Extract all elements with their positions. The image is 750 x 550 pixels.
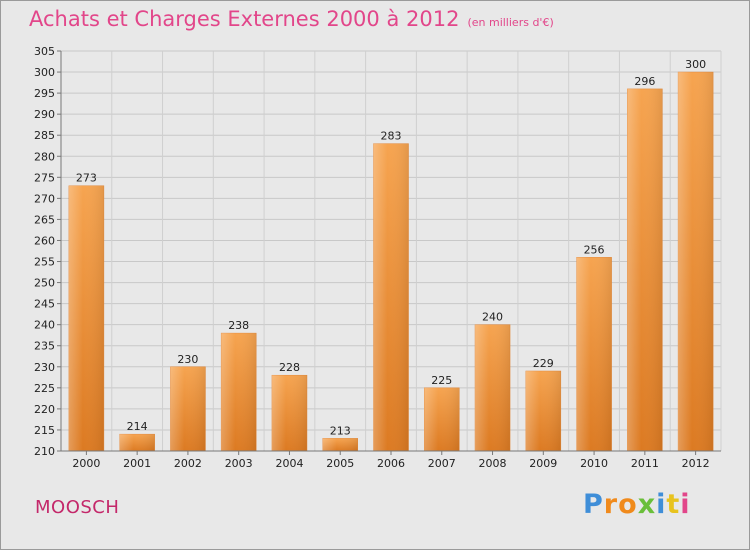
bar-value-label-2000: 273 xyxy=(76,172,97,185)
x-tick-label-2002: 2002 xyxy=(174,457,202,470)
y-tick-label-270: 270 xyxy=(34,192,55,205)
x-axis: 2000 2001 2002 2003 2004 2005 2006 2007 2008 2009… xyxy=(61,450,721,470)
logo-letter: r xyxy=(603,489,619,520)
x-tick-label-2009: 2009 xyxy=(529,457,557,470)
y-tick-label-285: 285 xyxy=(34,129,55,142)
bar-value-label-2007: 225 xyxy=(431,374,452,387)
x-tick-label-2011: 2011 xyxy=(631,457,659,470)
bar-shade-2006 xyxy=(373,143,409,451)
y-tick-label-280: 280 xyxy=(34,150,55,163)
y-tick-label-215: 215 xyxy=(34,424,55,437)
y-tick-label-300: 300 xyxy=(34,66,55,79)
logo-letter: P xyxy=(583,489,604,520)
proxiti-logo: Proxiti xyxy=(583,489,691,520)
logo-letter: o xyxy=(618,489,638,520)
y-tick-label-235: 235 xyxy=(34,340,55,353)
bar-shade-2002 xyxy=(170,366,206,451)
bar-shade-2005 xyxy=(322,438,358,451)
y-tick-label-295: 295 xyxy=(34,87,55,100)
x-tick-label-2010: 2010 xyxy=(580,457,608,470)
bar-value-label-2009: 229 xyxy=(533,357,554,370)
y-tick-label-210: 210 xyxy=(34,445,55,458)
x-tick-label-2000: 2000 xyxy=(72,457,100,470)
bar-shade-2003 xyxy=(221,333,257,451)
chart-title: Achats et Charges Externes 2000 à 2012 (e… xyxy=(29,7,554,31)
location-name: MOOSCH xyxy=(35,497,120,518)
bar-shade-2007 xyxy=(424,387,460,451)
x-tick-label-2008: 2008 xyxy=(479,457,507,470)
y-tick-label-275: 275 xyxy=(34,171,55,184)
y-tick-label-260: 260 xyxy=(34,234,55,247)
y-tick-label-255: 255 xyxy=(34,256,55,269)
y-tick-label-240: 240 xyxy=(34,319,55,332)
y-tick-label-230: 230 xyxy=(34,361,55,374)
y-tick-label-290: 290 xyxy=(34,108,55,121)
bar-shade-2011 xyxy=(627,88,663,451)
bar-value-label-2004: 228 xyxy=(279,361,300,374)
y-tick-label-245: 245 xyxy=(34,298,55,311)
bar-shade-2008 xyxy=(475,324,511,451)
bar-value-label-2008: 240 xyxy=(482,311,503,324)
y-tick-label-305: 305 xyxy=(34,45,55,58)
bar-value-label-2002: 230 xyxy=(177,353,198,366)
x-tick-label-2004: 2004 xyxy=(275,457,303,470)
logo-letter: i xyxy=(656,489,667,520)
bar-shade-2001 xyxy=(119,434,155,451)
bar-value-label-2010: 256 xyxy=(584,243,605,256)
logo-letter: i xyxy=(680,489,691,520)
bar-value-label-2011: 296 xyxy=(634,75,655,88)
y-tick-label-225: 225 xyxy=(34,382,55,395)
x-tick-label-2007: 2007 xyxy=(428,457,456,470)
x-tick-label-2012: 2012 xyxy=(682,457,710,470)
bar-value-label-2003: 238 xyxy=(228,319,249,332)
chart-title-text: Achats et Charges Externes 2000 à 2012 xyxy=(29,7,460,31)
x-tick-label-2001: 2001 xyxy=(123,457,151,470)
bar-value-label-2001: 214 xyxy=(127,420,148,433)
y-axis: 210 215 220 225 230 235 240 245 250 255 260 265 270 2… xyxy=(34,45,62,458)
bar-shade-2004 xyxy=(271,375,307,451)
y-tick-label-220: 220 xyxy=(34,403,55,416)
y-tick-label-250: 250 xyxy=(34,277,55,290)
bar-value-label-2012: 300 xyxy=(685,58,706,71)
bar-shade-2000 xyxy=(68,185,104,451)
bar-shade-2009 xyxy=(525,371,561,451)
x-tick-label-2003: 2003 xyxy=(225,457,253,470)
bar-shade-2010 xyxy=(576,257,612,451)
logo-letter: x xyxy=(637,489,657,520)
logo-letter: t xyxy=(666,489,681,520)
bar-value-label-2006: 283 xyxy=(381,130,402,143)
bar-shade-2012 xyxy=(678,72,714,451)
y-tick-label-265: 265 xyxy=(34,213,55,226)
chart-subtitle: (en milliers d'€) xyxy=(467,16,554,29)
bar-value-label-2005: 213 xyxy=(330,424,351,437)
x-tick-label-2005: 2005 xyxy=(326,457,354,470)
x-tick-label-2006: 2006 xyxy=(377,457,405,470)
